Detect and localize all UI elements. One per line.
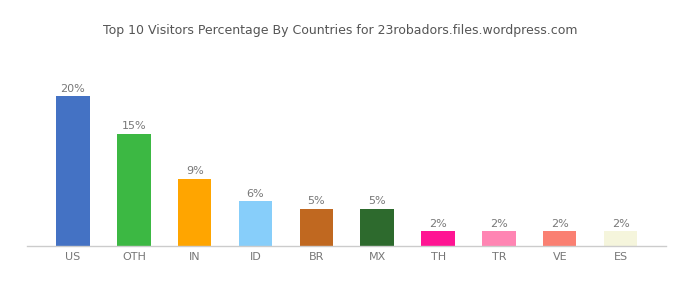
Text: 5%: 5% — [369, 196, 386, 206]
Text: 6%: 6% — [247, 189, 265, 199]
Bar — [300, 208, 333, 246]
Text: 20%: 20% — [61, 84, 86, 94]
Bar — [56, 96, 90, 246]
Text: 5%: 5% — [307, 196, 325, 206]
Text: 9%: 9% — [186, 166, 203, 176]
Bar — [239, 201, 272, 246]
Text: 2%: 2% — [612, 219, 630, 229]
Bar — [178, 178, 211, 246]
Text: 2%: 2% — [551, 219, 568, 229]
Bar — [360, 208, 394, 246]
Text: 15%: 15% — [122, 121, 146, 131]
Text: 2%: 2% — [429, 219, 447, 229]
Bar — [543, 231, 577, 246]
Text: 2%: 2% — [490, 219, 508, 229]
Bar — [117, 134, 150, 246]
Bar — [422, 231, 455, 246]
Bar — [604, 231, 637, 246]
Text: Top 10 Visitors Percentage By Countries for 23robadors.files.wordpress.com: Top 10 Visitors Percentage By Countries … — [103, 24, 577, 37]
Bar — [482, 231, 515, 246]
